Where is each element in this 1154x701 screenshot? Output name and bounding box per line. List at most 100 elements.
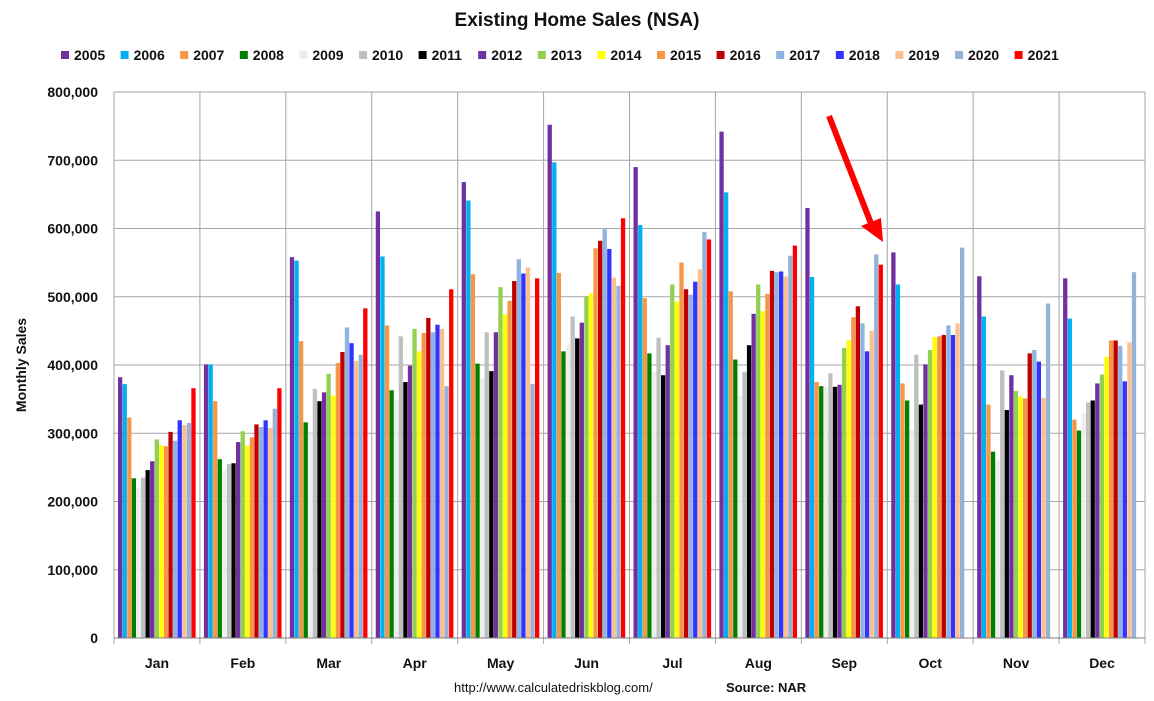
bar-2012-Apr	[407, 365, 413, 638]
bar-2007-Nov	[986, 404, 991, 638]
bar-2013-Jan	[154, 439, 159, 638]
bar-2009-Dec	[1081, 412, 1086, 638]
bar-2008-Oct	[905, 400, 910, 638]
bar-2021-Aug	[792, 245, 798, 638]
legend-swatch	[120, 51, 129, 59]
bar-2009-Sep	[823, 386, 828, 638]
bar-2010-Jan	[140, 477, 146, 638]
bar-2016-Jun	[598, 240, 603, 638]
y-tick-label: 200,000	[47, 494, 98, 510]
bar-2006-Dec	[1067, 318, 1072, 638]
bar-2013-Feb	[240, 431, 245, 638]
arrow-annotation	[826, 114, 883, 242]
bar-2020-Dec	[1131, 272, 1137, 638]
bar-2006-Sep	[809, 276, 815, 638]
bar-2006-May	[466, 200, 471, 638]
legend-swatch	[1014, 51, 1023, 59]
bar-2019-Jul	[697, 269, 702, 638]
bar-2011-Mar	[317, 401, 322, 638]
bar-2019-Jan	[182, 425, 187, 638]
bar-2017-Jul	[688, 294, 693, 638]
bar-2018-Nov	[1036, 361, 1042, 638]
footer-url: http://www.calculatedriskblog.com/	[454, 680, 653, 695]
chart-title: Existing Home Sales (NSA)	[455, 10, 700, 31]
arrow-shaft	[826, 114, 875, 228]
legend-swatch	[716, 51, 725, 59]
bar-2018-Oct	[950, 334, 956, 638]
legend-label: 2018	[849, 47, 880, 63]
legend-swatch	[657, 51, 665, 59]
legend-label: 2008	[253, 47, 284, 63]
bar-2016-Feb	[254, 424, 259, 638]
legend-swatch	[359, 51, 367, 59]
bar-2011-Feb	[231, 463, 236, 638]
bar-2015-Feb	[249, 437, 255, 638]
bar-2007-Oct	[900, 383, 905, 638]
bar-2019-May	[525, 267, 531, 638]
bar-2020-Jan	[186, 423, 192, 638]
x-tick-label: Apr	[403, 655, 428, 671]
bar-2017-Apr	[430, 332, 436, 638]
bar-2020-Nov	[1045, 303, 1051, 638]
bar-2008-Jun	[561, 351, 566, 638]
bar-2015-Apr	[421, 332, 426, 638]
bar-2019-Sep	[869, 330, 874, 638]
bar-2013-Jun	[584, 296, 589, 638]
bar-2009-Jun	[565, 344, 571, 638]
bar-2009-Feb	[222, 470, 227, 638]
bar-2013-Nov	[1013, 390, 1019, 638]
bar-2017-Feb	[258, 427, 264, 638]
bar-2012-Aug	[751, 313, 756, 638]
bar-2020-May	[530, 384, 535, 638]
x-tick-label: Sep	[831, 655, 857, 671]
bar-2020-Feb	[272, 408, 277, 638]
x-tick-label: May	[487, 655, 514, 671]
bar-2007-Dec	[1072, 419, 1077, 638]
bar-2014-Aug	[760, 311, 765, 638]
legend-label: 2007	[193, 47, 224, 63]
legend-swatch	[61, 51, 69, 59]
y-tick-label: 100,000	[47, 562, 98, 578]
bar-2021-Jun	[620, 218, 626, 638]
bar-2007-Jan	[127, 417, 132, 638]
bar-2016-Mar	[340, 352, 345, 638]
bar-2019-Nov	[1041, 397, 1046, 638]
bar-2006-Apr	[380, 256, 385, 638]
bar-2013-May	[498, 287, 503, 638]
y-tick-label: 600,000	[47, 221, 98, 237]
bar-2008-Jul	[647, 353, 652, 638]
bar-2010-Sep	[828, 373, 833, 638]
x-tick-label: Aug	[745, 655, 772, 671]
bar-2014-Jun	[588, 293, 594, 638]
bar-2011-May	[489, 371, 494, 638]
bar-2005-Nov	[977, 276, 982, 638]
bar-2014-Oct	[932, 337, 937, 638]
bar-2005-May	[461, 182, 466, 638]
x-axis: Jan Feb Mar Apr May Jun Jul Aug Sep Oct Nov Dec	[114, 637, 1145, 671]
bar-2016-Aug	[769, 270, 775, 638]
bar-2016-Jan	[168, 431, 173, 638]
bar-2015-Mar	[335, 362, 340, 638]
bar-2014-Mar	[331, 395, 336, 638]
bar-2006-Aug	[724, 192, 729, 638]
bar-2019-Mar	[354, 360, 359, 638]
legend-label: 2009	[312, 47, 343, 63]
legend-swatch	[299, 51, 308, 59]
x-tick-label: Dec	[1089, 655, 1115, 671]
bar-2007-Apr	[384, 325, 390, 638]
legend-label: 2014	[610, 47, 641, 63]
bar-2018-Sep	[864, 351, 870, 638]
bar-2020-Jul	[702, 231, 707, 638]
bar-2018-Jul	[693, 281, 698, 638]
legend-swatch	[776, 51, 785, 59]
bar-2006-Jul	[638, 225, 643, 638]
bar-2007-Sep	[814, 382, 819, 638]
bar-2005-Dec	[1063, 278, 1068, 638]
bar-2013-Apr	[412, 328, 417, 638]
bar-2017-Aug	[774, 272, 779, 638]
bar-2016-Apr	[426, 317, 431, 638]
bar-2007-Mar	[299, 341, 304, 638]
bar-2018-Apr	[435, 324, 440, 638]
bars	[118, 124, 1137, 639]
